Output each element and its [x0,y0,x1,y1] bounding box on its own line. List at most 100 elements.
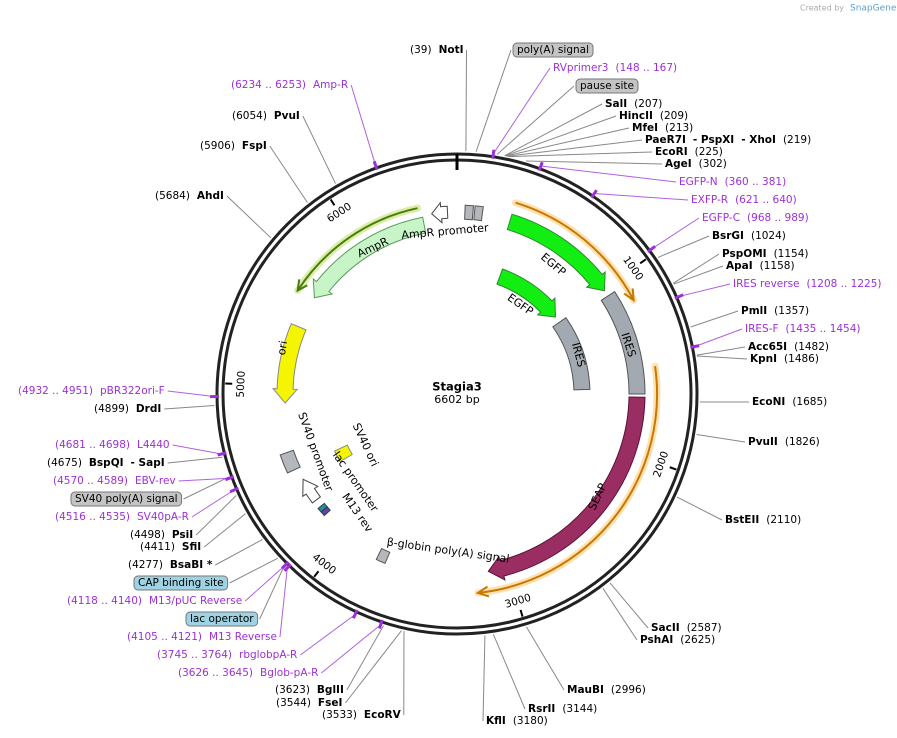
site-position: (1357) [774,305,809,317]
site-position: (219) [783,134,811,146]
leader-line [696,346,746,356]
ori [271,323,307,404]
site-range: (4681 .. 4698) [55,439,130,451]
site-position: (4277) [128,559,163,571]
site-position: (2625) [680,634,715,646]
site-label: rbglobpA-R [239,649,297,661]
site-label: IRES reverse [733,278,800,290]
site-label: FspI [242,140,267,152]
feature-label: IRES [569,341,588,368]
site-label: M13/pUC Reverse [149,595,242,607]
primer-mark [590,189,598,199]
leader-line [178,477,230,482]
site-label: KflI [486,715,506,727]
site-position: (1826) [785,436,820,448]
site-label: KpnI [750,353,777,365]
site-label: lac operator [190,613,254,625]
site-alias: - XhoI [741,134,776,146]
site-position: (1154) [774,248,809,260]
feature-label: SV40 ori [350,421,381,468]
leader-line [167,456,223,464]
leader-line [676,496,723,521]
ruler-tick [313,570,320,578]
primer-mark [646,245,656,253]
primer-mark [491,149,496,159]
leader-line [507,139,643,157]
leader-line [465,49,467,152]
site-label: BsrGI [712,230,744,242]
leader-line [279,567,288,638]
leader-line [259,565,286,620]
primer-mark [224,475,235,482]
site-label: poly(A) signal [517,44,589,56]
ruler-label: 5000 [235,371,248,398]
lac-operator [320,506,331,517]
site-label: BspQI [89,457,124,469]
site-position: (2996) [611,684,646,696]
site-position: (4411) [140,541,175,553]
map-name: Stagia3 [432,380,481,394]
leader-line [496,85,575,155]
site-label: ApaI [726,260,753,272]
ruler-tick [639,258,647,265]
credit-brand: SnapGene [850,4,897,14]
site-label: MauBI [567,684,604,696]
site-label: FseI [318,697,342,709]
site-position: (209) [660,110,688,122]
leader-line [164,404,215,410]
leader-line [525,626,565,691]
site-range: (6234 .. 6253) [231,79,306,91]
ruler-label: 6000 [325,201,354,226]
site-range: (4118 .. 4140) [67,595,142,607]
site-label: Bglob-pA-R [260,667,318,679]
site-label: DrdI [136,403,161,415]
polya [464,204,475,221]
primer-mark [674,293,684,300]
leader-line [505,127,630,157]
leader-line [215,539,263,566]
site-label: SacII [651,622,680,634]
site-label: SV40 poly(A) signal [75,493,178,505]
leader-line [482,635,486,722]
site-label: PshAI [640,634,673,646]
map-size: 6602 bp [434,393,479,406]
leader-line [673,253,720,284]
site-label: Acc65I [748,341,787,353]
leader-line [609,582,649,629]
leader-line [492,67,551,155]
site-label: PsiI [172,529,193,541]
site-range: (1208 .. 1225) [807,278,882,290]
site-range: (4932 .. 4951) [18,385,93,397]
site-label: EGFP-C [702,212,740,224]
site-label: EBV-rev [135,475,176,487]
leader-line [657,235,710,258]
feature-label: β-globin poly(A) signal [386,535,510,565]
site-position: (39) [410,44,432,56]
feature-box [185,611,259,627]
site-range: (3626 .. 3645) [178,667,253,679]
primer-mark [690,344,700,349]
site-label: HincII [619,110,653,122]
primer-mark [280,560,290,570]
leader-line [690,310,739,328]
site-label: PspOMI [722,248,767,260]
site-position: (3623) [275,684,310,696]
site-position: (2110) [766,514,801,526]
leader-line [244,565,286,602]
orf-arc [515,201,635,301]
site-position: (5906) [200,140,235,152]
site-label: EcoRV [364,709,402,721]
site-label: NotI [439,44,464,56]
leader-line [195,495,237,536]
site-position: (1486) [784,353,819,365]
leader-line [492,634,526,710]
leader-line [300,614,356,656]
orf-arc-head [475,585,490,598]
ampr-promoter [431,201,449,224]
site-label: M13 Reverse [209,631,277,643]
site-range: (4105 .. 4121) [127,631,202,643]
site-label: AgeI [665,158,692,170]
site-label: SV40pA-R [137,511,189,523]
credit-prefix: Created by [800,4,844,13]
leader-line [475,49,512,152]
